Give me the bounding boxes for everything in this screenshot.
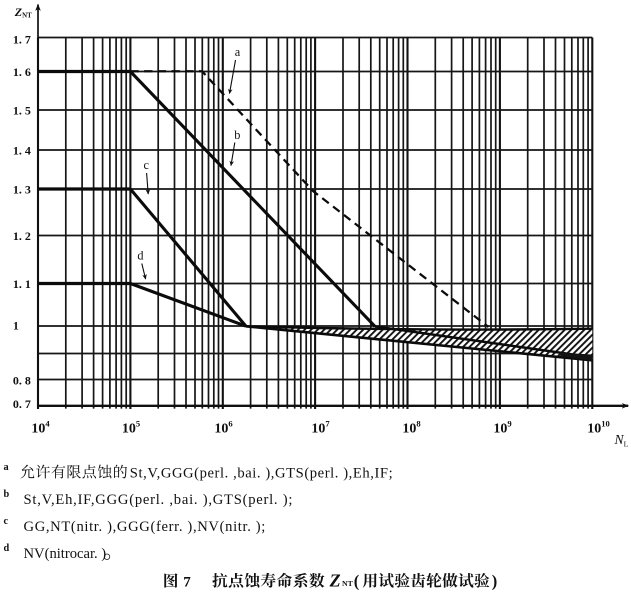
svg-text:109: 109 (493, 418, 511, 436)
svg-text:1010: 1010 (587, 418, 610, 436)
svg-text:108: 108 (402, 418, 421, 436)
svg-text:NL: NL (614, 432, 629, 448)
svg-text:(: ( (354, 571, 360, 590)
svg-text:105: 105 (122, 418, 140, 436)
svg-text:1. 3: 1. 3 (13, 182, 31, 196)
svg-text:St,V,Eh,IF,GGG(perl. ,bai. ),G: St,V,Eh,IF,GGG(perl. ,bai. ),GTS(perl. )… (24, 492, 294, 508)
svg-text:106: 106 (214, 418, 233, 436)
svg-text:): ) (492, 571, 498, 590)
svg-text:1. 2: 1. 2 (13, 229, 31, 243)
svg-text:d: d (4, 543, 10, 554)
svg-text:104: 104 (31, 418, 50, 436)
svg-text:d: d (137, 249, 143, 263)
svg-text:c: c (4, 516, 9, 527)
svg-text:c: c (143, 158, 149, 172)
svg-text:1. 5: 1. 5 (13, 103, 31, 117)
svg-text:b: b (234, 128, 240, 142)
svg-text:1: 1 (13, 319, 19, 333)
svg-text:0. 8: 0. 8 (13, 374, 31, 388)
svg-text:GG,NT(nitr. ),GGG(ferr. ),NV(n: GG,NT(nitr. ),GGG(ferr. ),NV(nitr. ); (24, 519, 267, 535)
svg-text:1. 7: 1. 7 (13, 33, 31, 47)
svg-text:1. 1: 1. 1 (13, 277, 31, 291)
svg-text:7: 7 (183, 574, 191, 590)
svg-text:1. 4: 1. 4 (13, 143, 31, 157)
svg-text:a: a (235, 45, 241, 59)
svg-text:b: b (4, 489, 10, 500)
svg-text:St,V,GGG(perl. ,bai. ),GTS(per: St,V,GGG(perl. ,bai. ),GTS(perl. ),Eh,IF… (130, 465, 393, 481)
svg-text:NT: NT (342, 579, 354, 588)
svg-text:ZNT: ZNT (14, 5, 32, 19)
svg-text:0. 7: 0. 7 (13, 397, 31, 411)
svg-text:a: a (4, 462, 9, 473)
svg-text:NV(nitrocar. ): NV(nitrocar. ) (24, 546, 107, 562)
svg-text:107: 107 (311, 418, 330, 436)
svg-text:1. 6: 1. 6 (13, 65, 31, 79)
svg-text:Z: Z (329, 570, 341, 590)
